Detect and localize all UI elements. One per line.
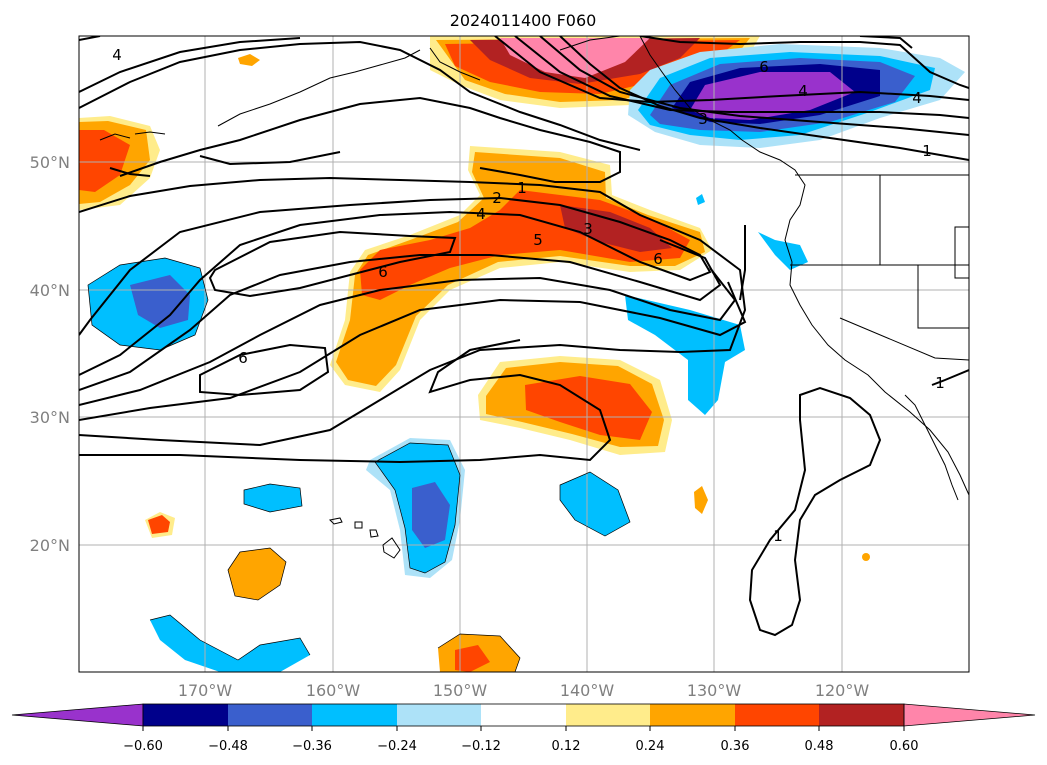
contour-label: 5 [533,231,543,249]
contour-label: 1 [517,179,527,197]
colorbar-tick-label: −0.60 [123,739,163,754]
lon-label: 150°W [433,681,488,700]
contour-label: 2 [492,189,502,207]
contour-label: 4 [912,89,922,107]
lat-label: 40°N [30,281,70,300]
coastlines [99,36,969,559]
colorbar-tick-label: −0.12 [461,739,501,754]
colorbar-swatch [650,704,735,726]
colorbar-tick-label: 0.60 [890,739,919,754]
colorbar-tick-label: 0.36 [721,739,750,754]
colorbar-tick-label: −0.36 [292,739,332,754]
contour-labels: 1 2 4 5 3 6 6 4 6 4 3 4 1 1 6 1 [112,46,945,545]
shade-band-darkred [560,205,672,252]
lon-label: 130°W [687,681,742,700]
map-frame [78,35,970,673]
colorbar-swatch [228,704,312,726]
colorbar-extend-right [903,703,1036,727]
latitude-labels: 50°N 40°N 30°N 20°N [30,153,70,555]
contour-label: 4 [476,205,486,223]
lat-label: 50°N [30,153,70,172]
contour-label: 1 [773,527,783,545]
contour-label: 1 [922,142,932,160]
colorbar-swatch [312,704,397,726]
colorbar-swatch [397,704,481,726]
colorbar-swatch [735,704,819,726]
contour-label: 6 [238,349,248,367]
contour-label: 6 [653,250,663,268]
colorbar-swatch [143,704,228,726]
colorbar-tick-label: 0.48 [805,739,834,754]
contour-label: 3 [698,110,708,128]
lat-label: 30°N [30,408,70,427]
shade-pink [500,38,650,78]
colorbar-tick-label: −0.48 [208,739,248,754]
colorbar-swatch [566,704,650,726]
contour-lines [79,36,969,637]
lon-label: 170°W [178,681,233,700]
contour-label: 3 [583,220,593,238]
gridlines [79,36,969,672]
colorbar-tick-label: 0.12 [552,739,581,754]
contour-label: 6 [378,263,388,281]
colorbar-swatch [819,704,904,726]
contour-label: 4 [798,82,808,100]
lon-label: 160°W [306,681,361,700]
colorbar-extend-left [11,703,144,727]
colorbar-tick-label: 0.24 [636,739,665,754]
colorbar: −0.60 −0.48 −0.36 −0.24 −0.12 0.12 0.24 … [11,703,1036,754]
colorbar-tick-label: −0.24 [377,739,417,754]
longitude-labels: 170°W 160°W 150°W 140°W 130°W 120°W [178,681,870,700]
lon-label: 140°W [560,681,615,700]
colorbar-swatch [481,704,566,726]
map-area: 1 2 4 5 3 6 6 4 6 4 3 4 1 1 6 1 [79,36,969,672]
contour-label: 6 [759,58,769,76]
map-title: 2024011400 F060 [450,11,597,30]
contour-label: 1 [935,374,945,392]
contour-label: 4 [112,46,122,64]
lat-label: 20°N [30,536,70,555]
shade-outlines [87,257,631,672]
lon-label: 120°W [815,681,870,700]
